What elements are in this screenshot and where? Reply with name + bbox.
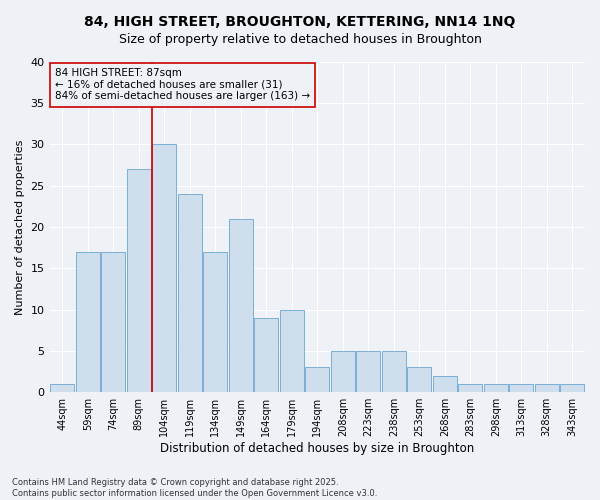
Bar <box>50 384 74 392</box>
Bar <box>101 252 125 392</box>
Bar <box>509 384 533 392</box>
Bar <box>407 368 431 392</box>
Bar <box>280 310 304 392</box>
Y-axis label: Number of detached properties: Number of detached properties <box>15 139 25 314</box>
Text: Contains HM Land Registry data © Crown copyright and database right 2025.
Contai: Contains HM Land Registry data © Crown c… <box>12 478 377 498</box>
Bar <box>76 252 100 392</box>
Bar <box>484 384 508 392</box>
Bar <box>254 318 278 392</box>
Bar <box>178 194 202 392</box>
Bar <box>458 384 482 392</box>
Bar <box>382 351 406 392</box>
Bar <box>127 169 151 392</box>
Bar <box>356 351 380 392</box>
Bar <box>535 384 559 392</box>
Bar <box>433 376 457 392</box>
Bar <box>331 351 355 392</box>
Bar <box>560 384 584 392</box>
Text: Size of property relative to detached houses in Broughton: Size of property relative to detached ho… <box>119 32 481 46</box>
Text: 84, HIGH STREET, BROUGHTON, KETTERING, NN14 1NQ: 84, HIGH STREET, BROUGHTON, KETTERING, N… <box>85 15 515 29</box>
Bar <box>203 252 227 392</box>
X-axis label: Distribution of detached houses by size in Broughton: Distribution of detached houses by size … <box>160 442 475 455</box>
Bar <box>305 368 329 392</box>
Bar <box>152 144 176 392</box>
Bar <box>229 218 253 392</box>
Text: 84 HIGH STREET: 87sqm
← 16% of detached houses are smaller (31)
84% of semi-deta: 84 HIGH STREET: 87sqm ← 16% of detached … <box>55 68 310 102</box>
